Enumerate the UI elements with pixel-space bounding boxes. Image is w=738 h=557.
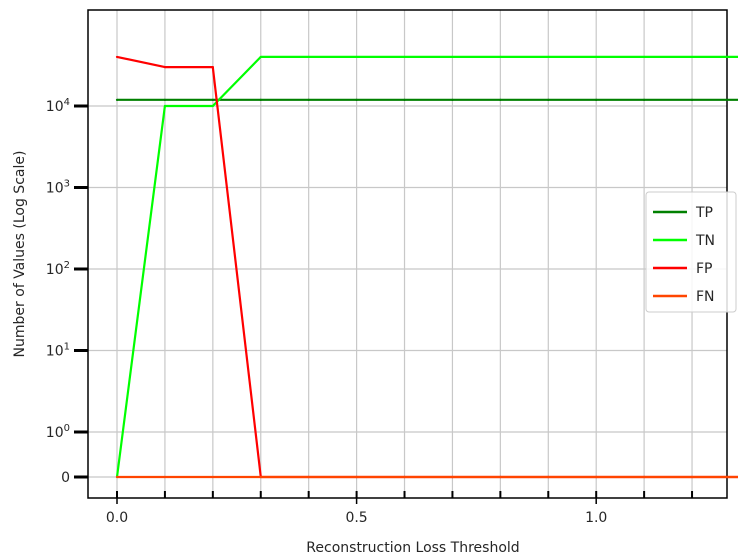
data-point-fn [259,475,262,479]
y-axis-title: Number of Values (Log Scale) [12,151,28,358]
data-point-tp [115,98,119,101]
series-line-tn [115,55,738,478]
data-point-tp [595,98,598,101]
data-point-tp [690,98,694,101]
data-point-fp [163,66,167,69]
y-tick-label: 104 [46,97,70,115]
data-point-fn [163,475,167,479]
data-point-fn [115,475,119,479]
plot-frame [87,9,728,499]
data-point-tn [403,55,406,59]
data-point-tp [499,98,502,101]
legend-label-fn: FN [696,289,715,305]
data-point-fn [643,475,646,479]
data-point-tp [643,98,646,101]
data-point-fp [211,66,214,69]
data-point-tn [307,55,310,59]
x-tick-label: 0.0 [106,510,128,526]
data-point-tn [690,55,694,59]
data-point-tn [499,55,502,59]
y-tick-label: 100 [46,423,70,441]
data-point-tn [211,104,214,108]
series-lines [115,55,738,479]
legend-label-tn: TN [695,233,715,249]
data-point-fn [595,475,598,479]
x-axis-title: Reconstruction Loss Threshold [306,540,519,556]
series-line-tp [117,98,738,101]
data-point-fn [403,475,406,479]
data-point-tp [403,98,406,101]
data-point-tn [595,55,598,59]
x-tick-label: 0.5 [345,510,367,526]
data-point-tp [307,98,310,101]
data-point-tp [163,98,167,101]
legend: TP TN FP FN [645,191,737,313]
legend-frame [645,191,737,313]
series-line-fp [116,55,738,479]
data-point-fn [307,475,310,479]
data-point-fn [499,475,502,479]
data-point-fn [451,475,454,479]
legend-label-fp: FP [696,261,713,277]
data-point-fn [547,475,550,479]
grid [88,10,727,498]
series-line-fn [117,475,738,479]
y-axis: 0 100 101 102 103 104 [46,97,88,486]
data-point-tn [355,55,358,59]
data-point-fn [690,475,694,479]
data-point-tn [163,104,167,108]
x-axis: 0.00.51.01.52.02.5 [106,491,694,526]
data-point-tn [451,55,454,59]
data-point-tp [211,98,214,101]
data-point-tp [451,98,454,101]
y-tick-label: 103 [46,179,70,197]
y-tick-label: 102 [46,260,70,278]
x-tick-label: 1.0 [585,510,607,526]
data-point-tn [259,55,262,59]
data-point-tp [547,98,550,101]
data-point-tn [547,55,550,59]
y-tick-label: 101 [46,342,70,360]
data-point-tp [259,98,262,101]
y-tick-label: 0 [61,470,70,486]
data-point-tn [643,55,646,59]
data-point-fn [355,475,358,479]
data-point-fn [211,475,214,479]
data-point-tp [355,98,358,101]
legend-label-tp: TP [695,205,713,221]
data-point-fp [115,55,119,59]
